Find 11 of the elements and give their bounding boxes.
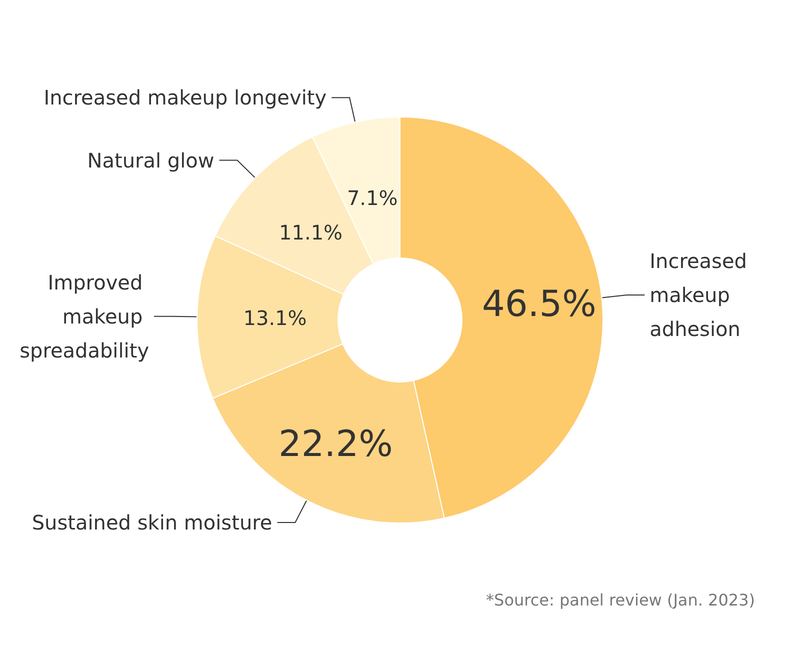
data-label: 46.5% [482, 284, 596, 326]
data-label: 11.1% [279, 220, 343, 244]
slice-label: Natural glow [87, 148, 214, 172]
data-label: 7.1% [346, 186, 398, 210]
data-label: 22.2% [278, 424, 393, 465]
slice-label: Increased makeup adhesion [650, 248, 754, 341]
slice-label: Improved makeup spreadability [20, 270, 150, 362]
slice-label: Sustained skin moisture [32, 510, 272, 534]
data-label: 13.1% [243, 306, 307, 330]
slice-label: Increased makeup longevity [44, 86, 327, 110]
text: *Source: panel review (Jan. 2023) [486, 590, 756, 610]
